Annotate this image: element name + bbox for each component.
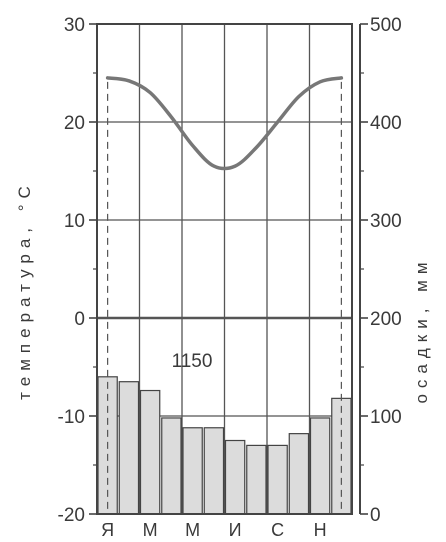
- left-tick-label: 30: [64, 15, 85, 36]
- left-tick-label: -20: [58, 505, 85, 526]
- left-tick-label: 20: [64, 113, 85, 134]
- precipitation-bar: [118, 381, 140, 515]
- right-tick-label: 500: [370, 15, 402, 36]
- left-tick-label: 0: [74, 309, 85, 330]
- precipitation-bar: [246, 444, 267, 515]
- right-tick-label: 400: [370, 113, 402, 134]
- month-label: Я: [101, 520, 114, 540]
- right-tick-label: 300: [370, 211, 402, 232]
- precipitation-bar: [224, 439, 246, 515]
- grid: [97, 24, 352, 514]
- precipitation-bar: [182, 427, 203, 515]
- precipitation-bar: [288, 433, 310, 515]
- precipitation-bar: [203, 427, 225, 515]
- left-axis-title: температура, °С: [15, 180, 34, 400]
- precipitation-bar: [267, 444, 288, 515]
- precipitation-bars: [97, 376, 352, 515]
- right-tick-label: 200: [370, 309, 402, 330]
- right-tick-label: 0: [370, 505, 381, 526]
- month-label: М: [185, 520, 200, 540]
- annual-precipitation-label: 1150: [172, 351, 213, 372]
- precipitation-bar: [161, 417, 182, 515]
- right-axis-title: осадки, мм: [412, 256, 431, 403]
- month-label: И: [229, 520, 242, 540]
- left-tick-label: 10: [64, 211, 85, 232]
- month-guides: [107, 81, 342, 514]
- month-label: С: [271, 520, 284, 540]
- month-label: Н: [314, 520, 327, 540]
- temperature-line: [105, 76, 344, 171]
- month-label: М: [143, 520, 158, 540]
- left-tick-label: -10: [58, 407, 85, 428]
- precipitation-bar: [309, 417, 331, 515]
- precipitation-bar: [139, 389, 161, 515]
- right-tick-label: 100: [370, 407, 402, 428]
- right-axis-ticks: 500 400 300 200 100 0: [360, 15, 402, 526]
- left-axis-ticks: 30 20 10 0 -10 -20: [58, 15, 97, 526]
